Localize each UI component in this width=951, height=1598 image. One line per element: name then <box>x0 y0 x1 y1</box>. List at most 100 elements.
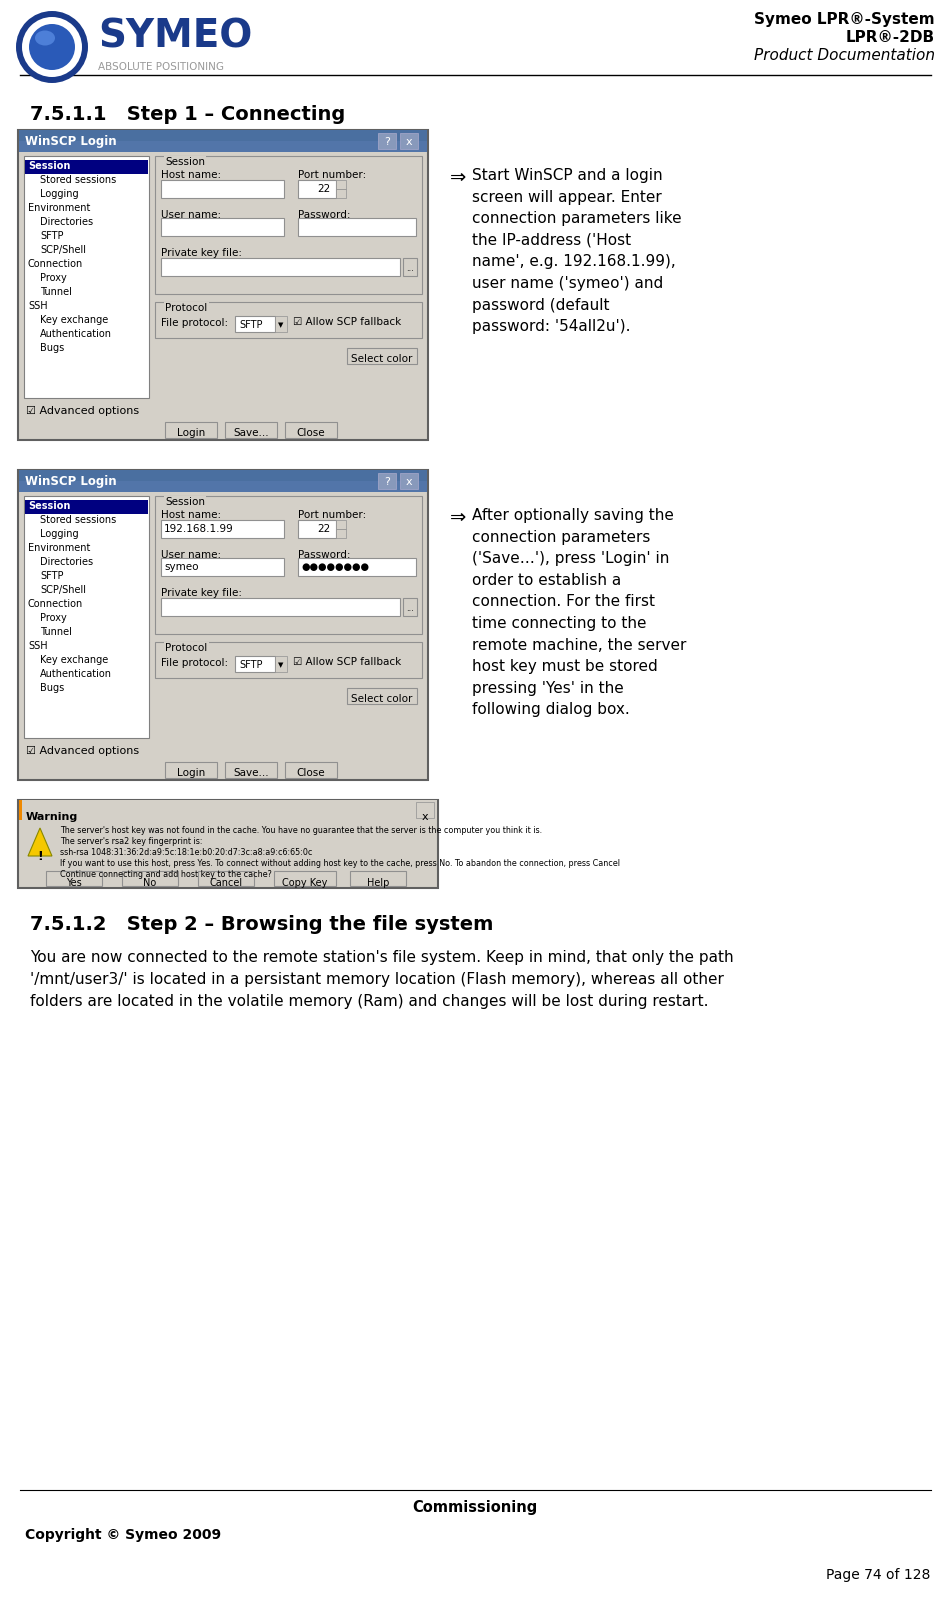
Text: Login: Login <box>177 428 205 438</box>
Bar <box>18 470 428 780</box>
Text: Password:: Password: <box>298 550 351 559</box>
Bar <box>155 642 422 678</box>
Text: ☑ Advanced options: ☑ Advanced options <box>26 406 139 415</box>
Bar <box>225 762 277 778</box>
Text: If you want to use this host, press Yes. To connect without adding host key to t: If you want to use this host, press Yes.… <box>60 860 620 868</box>
Text: Port number:: Port number: <box>298 510 366 519</box>
Bar <box>155 495 422 634</box>
Text: Port number:: Port number: <box>298 169 366 181</box>
Bar <box>285 762 337 778</box>
Ellipse shape <box>29 24 75 70</box>
Bar <box>46 871 102 885</box>
Text: 7.5.1.1   Step 1 – Connecting: 7.5.1.1 Step 1 – Connecting <box>30 105 345 125</box>
Text: x: x <box>406 476 413 487</box>
Text: Password:: Password: <box>298 209 351 221</box>
Bar <box>275 657 287 673</box>
Bar <box>400 473 418 489</box>
Text: SCP/Shell: SCP/Shell <box>40 244 86 256</box>
Text: Help: Help <box>367 877 389 888</box>
Text: ...: ... <box>406 264 414 273</box>
Polygon shape <box>28 828 52 857</box>
Text: Commissioning: Commissioning <box>413 1501 537 1515</box>
Text: Logging: Logging <box>40 189 79 200</box>
Bar <box>24 495 149 738</box>
Text: ?: ? <box>384 476 390 487</box>
Bar <box>19 470 427 492</box>
Bar <box>161 181 284 198</box>
Text: Environment: Environment <box>28 543 90 553</box>
Ellipse shape <box>22 18 82 77</box>
Text: ▼: ▼ <box>279 662 283 668</box>
Bar <box>161 217 284 237</box>
Text: WinSCP Login: WinSCP Login <box>25 136 117 149</box>
Text: Cancel: Cancel <box>209 877 243 888</box>
Text: x: x <box>406 137 413 147</box>
Bar <box>155 157 422 294</box>
Bar <box>235 657 275 673</box>
Text: Page 74 of 128: Page 74 of 128 <box>825 1568 930 1582</box>
Text: Close: Close <box>297 428 325 438</box>
Text: ⇒: ⇒ <box>450 168 466 187</box>
Bar <box>298 558 416 575</box>
Text: Host name:: Host name: <box>161 169 222 181</box>
Text: Private key file:: Private key file: <box>161 248 242 257</box>
Text: SFTP: SFTP <box>239 660 262 670</box>
Text: ▼: ▼ <box>279 323 283 328</box>
Text: File protocol:: File protocol: <box>161 318 228 328</box>
Text: !: ! <box>37 850 43 863</box>
Text: SCP/Shell: SCP/Shell <box>40 585 86 594</box>
Text: Continue connecting and add host key to the cache?: Continue connecting and add host key to … <box>60 869 272 879</box>
Text: After optionally saving the
connection parameters
('Save…'), press 'Login' in
or: After optionally saving the connection p… <box>472 508 687 718</box>
Bar <box>161 519 284 539</box>
Text: Warning: Warning <box>26 812 78 821</box>
Text: Key exchange: Key exchange <box>40 655 108 665</box>
Text: The server's host key was not found in the cache. You have no guarantee that the: The server's host key was not found in t… <box>60 826 542 836</box>
Bar <box>336 519 346 529</box>
Text: Key exchange: Key exchange <box>40 315 108 324</box>
Bar <box>198 871 254 885</box>
Text: Start WinSCP and a login
screen will appear. Enter
connection parameters like
th: Start WinSCP and a login screen will app… <box>472 168 682 334</box>
Text: User name:: User name: <box>161 550 222 559</box>
Text: Tunnel: Tunnel <box>40 626 72 638</box>
Text: Connection: Connection <box>28 259 84 268</box>
Text: ☑ Allow SCP fallback: ☑ Allow SCP fallback <box>293 316 401 328</box>
Text: Proxy: Proxy <box>40 273 67 283</box>
Bar <box>347 348 417 364</box>
Text: Login: Login <box>177 769 205 778</box>
Text: Save...: Save... <box>233 428 269 438</box>
Text: Host name:: Host name: <box>161 510 222 519</box>
Bar <box>403 598 417 615</box>
Bar <box>25 500 148 515</box>
Text: No: No <box>144 877 157 888</box>
Text: Directories: Directories <box>40 217 93 227</box>
Text: Stored sessions: Stored sessions <box>40 176 116 185</box>
Bar <box>122 871 178 885</box>
Text: SFTP: SFTP <box>40 232 64 241</box>
Bar <box>155 302 422 339</box>
Bar <box>298 217 416 237</box>
Bar <box>298 519 336 539</box>
Text: SSH: SSH <box>28 641 48 650</box>
Bar <box>18 801 438 888</box>
Bar <box>235 316 275 332</box>
Bar <box>347 689 417 705</box>
Text: File protocol:: File protocol: <box>161 658 228 668</box>
Text: ...: ... <box>406 604 414 614</box>
Bar <box>298 181 336 198</box>
Text: Save...: Save... <box>233 769 269 778</box>
Text: Tunnel: Tunnel <box>40 288 72 297</box>
Text: User name:: User name: <box>161 209 222 221</box>
Text: Yes: Yes <box>67 877 82 888</box>
Bar <box>19 129 427 152</box>
Text: Connection: Connection <box>28 599 84 609</box>
Bar <box>19 141 427 152</box>
Bar <box>165 422 217 438</box>
Bar <box>378 133 396 149</box>
Text: symeo: symeo <box>164 562 199 572</box>
Bar <box>165 762 217 778</box>
Text: Session: Session <box>165 497 205 507</box>
Bar <box>225 422 277 438</box>
Bar <box>416 802 434 818</box>
Text: Session: Session <box>28 502 70 511</box>
Text: 192.168.1.99: 192.168.1.99 <box>164 524 234 534</box>
